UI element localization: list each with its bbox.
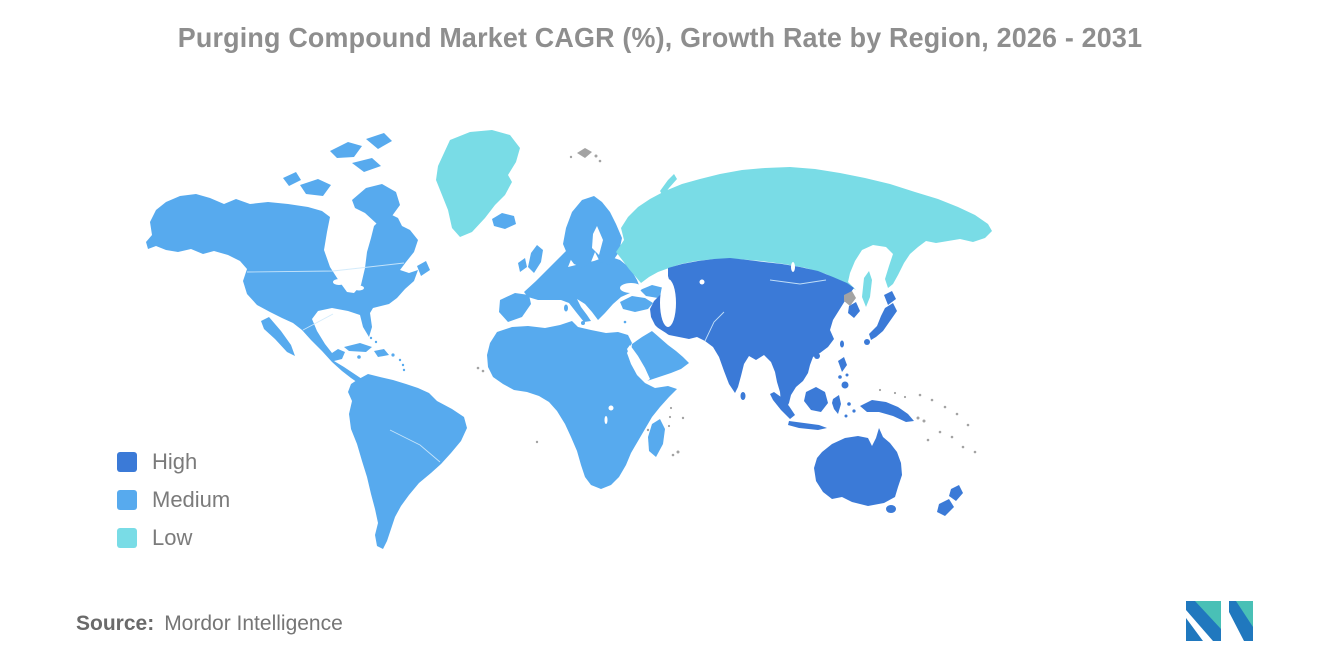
- region-baja-california: [261, 317, 295, 356]
- mordor-intelligence-logo-icon: [1186, 601, 1253, 641]
- aral-sea: [699, 279, 705, 285]
- island-hainan: [814, 353, 820, 359]
- island-cyprus: [623, 320, 627, 324]
- map-borders: [246, 262, 827, 463]
- island-sumatra: [770, 392, 795, 419]
- island-jamaica: [357, 355, 361, 359]
- region-greenland: [436, 130, 520, 237]
- legend-swatch-high: [117, 452, 137, 472]
- black-sea: [620, 283, 642, 293]
- region-madagascar: [648, 419, 665, 457]
- region-caribbean: [344, 343, 389, 357]
- region-iceland: [492, 213, 516, 229]
- island-antilles-2: [401, 363, 405, 367]
- map-water-overlays: [333, 226, 795, 424]
- pacific-islands: [878, 388, 977, 454]
- region-africa: [487, 321, 677, 489]
- map-regions-high: [650, 258, 963, 516]
- island-sulawesi: [832, 395, 841, 414]
- region-svalbard: [577, 148, 592, 158]
- region-south-korea: [848, 302, 860, 318]
- island-moluccas-1: [847, 402, 851, 406]
- legend-swatch-medium: [117, 490, 137, 510]
- island-svalbard-2: [594, 154, 598, 158]
- legend-item-medium: Medium: [117, 487, 231, 512]
- legend-label-low: Low: [152, 525, 193, 550]
- region-north-america: [146, 194, 418, 389]
- red-sea: [627, 345, 650, 382]
- island-tasmania: [886, 505, 896, 513]
- legend-label-high: High: [152, 449, 198, 474]
- region-denmark: [562, 254, 568, 263]
- source-label: Source:: [76, 612, 155, 635]
- region-united-kingdom: [528, 245, 543, 273]
- persian-gulf: [652, 326, 676, 346]
- caspian-sea: [660, 279, 676, 327]
- island-sardinia: [564, 304, 568, 312]
- region-novaya-zemlya: [660, 174, 677, 196]
- lake-baikal: [791, 262, 795, 272]
- region-philippines: [838, 357, 847, 372]
- great-lake-michigan: [347, 281, 353, 291]
- island-antilles-3: [402, 368, 406, 372]
- logo-left-blue-corner: [1186, 618, 1203, 641]
- island-moluccas-2: [852, 409, 856, 413]
- region-arabia: [631, 331, 689, 381]
- region-russia: [616, 167, 992, 290]
- region-turkey: [620, 296, 653, 312]
- chart-title: Purging Compound Market CAGR (%), Growth…: [177, 22, 1143, 53]
- island-svalbard-4: [569, 155, 573, 159]
- great-lake-erie: [354, 285, 364, 291]
- region-sakhalin: [862, 271, 872, 307]
- island-bahamas-2: [374, 340, 378, 344]
- region-ireland: [518, 258, 527, 272]
- region-japan: [869, 291, 897, 340]
- island-bahamas: [369, 336, 373, 340]
- island-kyushu: [864, 339, 870, 345]
- gulf-of-bothnia: [592, 226, 603, 255]
- region-south-america: [348, 374, 467, 549]
- region-australia: [814, 428, 902, 506]
- region-newfoundland: [417, 261, 430, 276]
- logo-left-blue-band: [1186, 601, 1221, 641]
- region-iberia: [499, 293, 531, 322]
- island-visayas-2: [845, 373, 849, 377]
- lake-victoria: [608, 405, 614, 411]
- source-line: Source: Mordor Intelligence: [76, 612, 343, 636]
- region-arctic-islands: [283, 133, 400, 230]
- region-asia-mainland: [650, 258, 854, 409]
- region-new-zealand: [937, 485, 963, 516]
- island-puerto-rico: [391, 353, 395, 357]
- island-borneo: [804, 387, 828, 412]
- legend: High Medium Low: [117, 449, 231, 566]
- map-regions-no-data: [476, 148, 977, 457]
- island-new-guinea: [860, 400, 914, 422]
- island-sicily: [581, 321, 585, 325]
- island-mindanao: [841, 381, 849, 389]
- island-visayas-1: [838, 375, 842, 379]
- legend-label-medium: Medium: [152, 487, 231, 512]
- logo-right-blue-band: [1229, 601, 1253, 641]
- island-antilles-1: [398, 358, 402, 362]
- island-moluccas-3: [844, 414, 848, 418]
- island-taiwan: [840, 340, 844, 348]
- island-svalbard-3: [598, 159, 602, 163]
- region-north-korea: [844, 291, 856, 306]
- lake-tanganyika: [604, 416, 608, 424]
- source-text: Mordor Intelligence: [164, 612, 343, 635]
- legend-item-high: High: [117, 449, 230, 474]
- island-java: [788, 421, 827, 430]
- indian-ocean-islands: [476, 366, 685, 457]
- region-europe: [524, 251, 641, 322]
- map-regions-low: [436, 130, 992, 307]
- legend-swatch-low: [117, 528, 137, 548]
- map-regions-medium: [146, 133, 689, 549]
- region-scandinavia: [563, 196, 622, 268]
- legend-item-low: Low: [117, 525, 230, 550]
- island-sri-lanka: [740, 392, 746, 400]
- great-lake-superior: [333, 279, 345, 285]
